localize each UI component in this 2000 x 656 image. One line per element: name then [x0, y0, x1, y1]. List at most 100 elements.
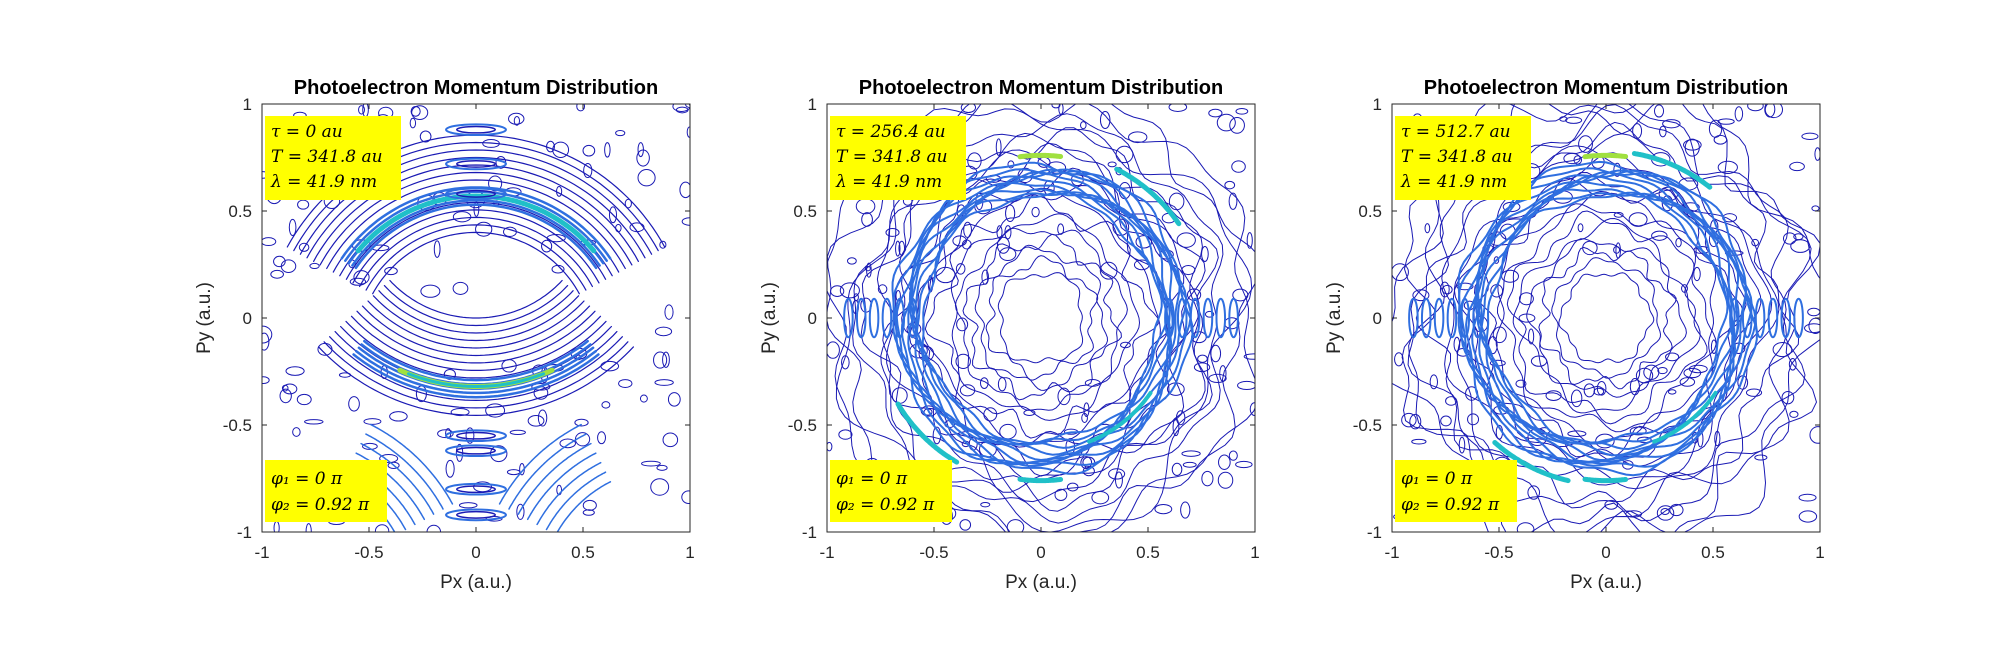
contour-island — [1057, 387, 1071, 406]
contour-island — [1189, 297, 1201, 339]
contour-ridge — [319, 171, 633, 266]
chart-panel-2: -1 -0.5 0 0.5 1 -1 -0.5 0 0.5 1 Photoelectron Mome… — [759, 77, 1260, 593]
y-tick-label: 0 — [1373, 309, 1382, 328]
contour-island — [838, 429, 853, 440]
contour-ridge — [1582, 152, 1629, 160]
contour-island — [960, 104, 977, 114]
contour-ridge — [383, 285, 569, 327]
contour-island — [1228, 297, 1239, 339]
contour-island — [637, 169, 656, 187]
x-tick-label: -0.5 — [919, 543, 948, 562]
contour-island — [601, 401, 611, 409]
contour-island — [1424, 223, 1431, 234]
annotation-top-line: T = 341.8 au — [836, 147, 948, 167]
contour-ridge — [352, 209, 600, 284]
contour-line — [950, 213, 1141, 421]
annotation-bottom-line: φ₂ = 0.92 π — [1401, 495, 1500, 515]
contour-island — [362, 442, 378, 450]
contour-island — [445, 157, 507, 171]
contour-island — [1031, 206, 1040, 218]
contour-island — [458, 502, 478, 509]
contour-island — [488, 175, 503, 192]
contour-island — [296, 393, 312, 406]
contour-island — [1182, 461, 1197, 468]
contour-island — [509, 429, 526, 436]
contour-island — [485, 403, 506, 418]
contour-island — [583, 162, 593, 179]
contour-island — [452, 281, 469, 295]
contour-island — [1456, 282, 1474, 291]
x-tick-label: -1 — [254, 543, 269, 562]
contour-line — [1496, 203, 1717, 433]
contour-line — [1526, 238, 1687, 398]
contour-island — [455, 159, 497, 168]
contour-island — [305, 523, 312, 532]
contour-island — [379, 453, 399, 464]
contour-line — [1457, 160, 1758, 477]
contour-island — [1527, 485, 1541, 500]
contour-ridge — [340, 186, 612, 260]
contour-lines — [1392, 104, 1820, 532]
contour-island — [1114, 471, 1123, 489]
contour-ridge — [306, 156, 646, 259]
y-tick-label: -0.5 — [223, 416, 252, 435]
contour-island — [1243, 353, 1255, 360]
contour-island — [955, 353, 971, 369]
contour-island — [877, 284, 888, 295]
contour-island — [455, 485, 497, 494]
contour-line — [1408, 104, 1812, 532]
contour-island — [895, 240, 901, 257]
contour-ridge — [1017, 152, 1064, 160]
contour-line — [1480, 192, 1733, 445]
annotation-bottom-line: φ₂ = 0.92 π — [271, 495, 370, 515]
contour-island — [672, 104, 690, 112]
contour-island — [956, 317, 969, 332]
contour-island — [1392, 263, 1409, 282]
y-tick-label: 1 — [243, 95, 252, 114]
contour-island — [1613, 212, 1624, 218]
contour-island — [1801, 132, 1819, 140]
y-tick-label: -0.5 — [1353, 416, 1382, 435]
contour-island — [508, 112, 525, 125]
y-tick-label: 0 — [808, 309, 817, 328]
contour-island — [445, 187, 507, 201]
contour-island — [1228, 450, 1238, 461]
contour-ridge — [370, 423, 454, 505]
contour-line — [974, 244, 1109, 391]
annotation-top-line: λ = 41.9 nm — [1400, 172, 1507, 192]
x-tick-label: 0 — [1601, 543, 1610, 562]
contour-island — [624, 198, 632, 209]
contour-island — [1005, 204, 1016, 223]
contour-island — [1741, 297, 1753, 339]
contour-island — [1401, 412, 1417, 428]
contour-island — [1593, 387, 1605, 396]
contour-line — [954, 227, 1128, 411]
annotation-top: τ = 512.7 au T = 341.8 au λ = 41.9 nm — [1395, 116, 1531, 200]
contour-island — [1570, 389, 1583, 408]
contour-island — [654, 379, 674, 386]
contour-island — [513, 115, 520, 126]
contour-island — [273, 255, 286, 268]
contour-line — [852, 113, 1224, 524]
contour-ridge — [350, 315, 602, 371]
contour-island — [1180, 501, 1191, 519]
contour-island — [1120, 341, 1131, 349]
contour-island — [1216, 113, 1236, 132]
contour-ridge — [365, 433, 444, 510]
contour-island — [1054, 488, 1068, 502]
contour-island — [559, 438, 576, 449]
contour-island — [445, 459, 455, 478]
x-tick-label: -1 — [819, 543, 834, 562]
contour-line — [1506, 210, 1708, 425]
y-axis-label: Py (a.u.) — [759, 282, 780, 354]
contour-island — [618, 379, 633, 388]
annotation-top: τ = 0 au T = 341.8 au λ = 41.9 nm — [265, 116, 401, 200]
annotation-bottom-line: φ₁ = 0 π — [1401, 469, 1473, 489]
contour-ridge — [1017, 476, 1064, 484]
contour-island — [1204, 310, 1215, 318]
contour-island — [1176, 232, 1196, 248]
contour-island — [465, 427, 475, 444]
contour-island — [1459, 297, 1471, 339]
y-tick-label: 1 — [1373, 95, 1382, 114]
